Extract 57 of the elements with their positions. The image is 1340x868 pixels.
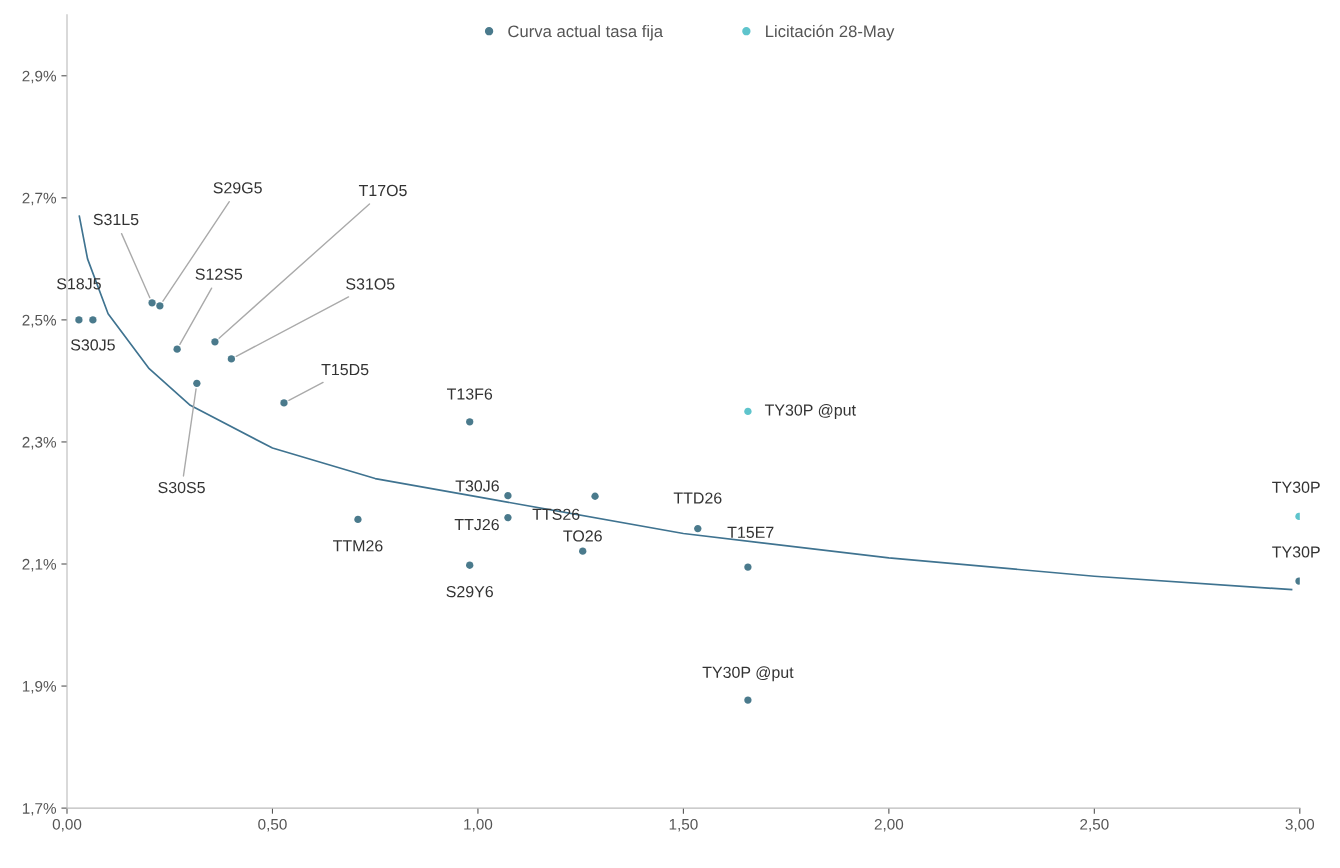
x-tick-label: 1,00 (464, 818, 493, 832)
annotation: S30S5 (158, 481, 205, 494)
annotation: T17O5 (358, 184, 407, 197)
annotation: S30J5 (70, 339, 115, 351)
annotation: TO26 (563, 530, 602, 542)
point (466, 418, 474, 426)
y-tick-label: 2,9% (22, 70, 57, 84)
point (466, 561, 474, 569)
point (591, 492, 599, 500)
y-tick-label: 2,1% (22, 558, 57, 572)
annotation: TTM26 (333, 540, 383, 552)
annotation: T13F6 (447, 388, 493, 400)
annotation: S12S5 (195, 268, 243, 280)
x-tick-label: 0,50 (258, 818, 287, 832)
point (75, 316, 83, 324)
point (354, 515, 362, 524)
y-tick-label: 2,7% (22, 192, 57, 206)
annotation: S31L5 (93, 213, 139, 226)
point (156, 302, 164, 310)
x-tick-label: 0,00 (52, 818, 82, 832)
annotation: TY30P (1272, 546, 1320, 558)
point (227, 355, 236, 363)
point (694, 524, 702, 533)
annotation: T15E7 (727, 526, 774, 539)
y-tick-label: 1,9% (22, 680, 57, 694)
y-tick-label: 2,5% (22, 314, 57, 328)
annotation: T30J6 (455, 480, 499, 492)
annotation: TY30P @put (702, 666, 794, 682)
point (173, 345, 181, 353)
annotation: TY30P @put (764, 403, 856, 419)
y-tick-label: 1,7% (22, 803, 57, 816)
annotation: TTS26 (532, 508, 580, 520)
point (280, 399, 288, 407)
point (148, 299, 156, 307)
point (504, 513, 512, 522)
legend-label: Curva actual tasa fija (508, 24, 664, 41)
point (744, 563, 752, 571)
point (89, 316, 97, 324)
point (744, 696, 752, 704)
annotation: T15D5 (321, 364, 369, 376)
annotation: S29Y6 (446, 585, 493, 598)
annotation: TY30P (1272, 481, 1320, 493)
legend-label: Licitación 28-May (766, 24, 895, 41)
x-tick-label: 2,50 (1080, 818, 1109, 832)
annotation: S29G5 (213, 182, 262, 194)
annotation: TTJ26 (454, 518, 499, 531)
point (579, 547, 587, 555)
annotation: TTD26 (673, 492, 722, 504)
point (504, 491, 512, 500)
x-tick-label: 2,00 (874, 818, 904, 832)
y-tick-label: 2,3% (22, 436, 57, 450)
x-tick-label: 3,00 (1285, 818, 1315, 832)
point (193, 379, 201, 388)
point (211, 338, 219, 346)
annotation: S31O5 (346, 278, 395, 290)
point (744, 407, 752, 416)
x-tick-label: 1,50 (669, 818, 698, 832)
